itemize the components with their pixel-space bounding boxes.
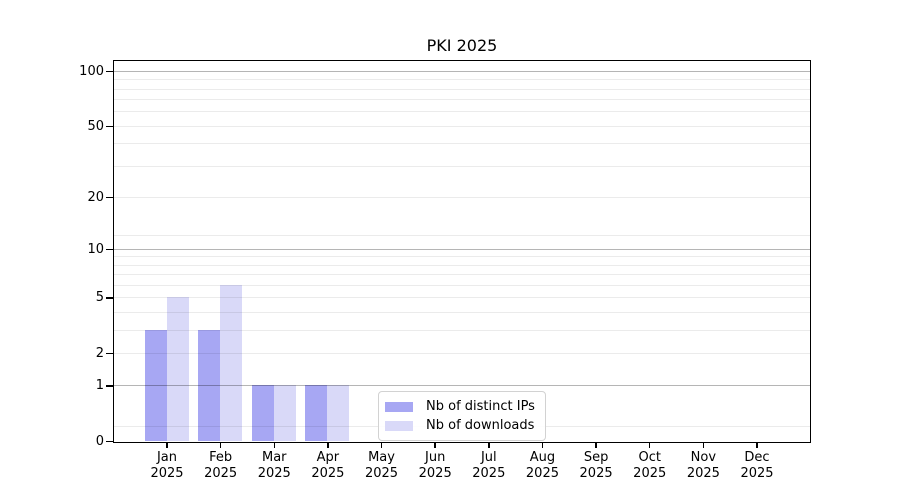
x-tick-label-dec: Dec 2025 <box>740 450 774 481</box>
y-tick-mark <box>106 248 113 251</box>
bar-distinct-ips-mar <box>251 385 274 441</box>
x-tick-label-may: May 2025 <box>364 450 399 481</box>
x-tick-mark <box>541 443 544 448</box>
x-tick-mark <box>219 443 222 448</box>
y-tick-label: 20 <box>87 189 104 205</box>
x-tick-mark <box>327 443 329 448</box>
gridline-minor <box>114 143 810 145</box>
x-tick-mark <box>434 443 436 448</box>
x-tick-label-jun: Jun 2025 <box>418 450 452 481</box>
x-tick-label-jul: Jul 2025 <box>472 450 506 481</box>
gridline-minor <box>114 352 810 354</box>
x-tick-label-nov: Nov 2025 <box>686 450 720 481</box>
bar-downloads-jan <box>166 297 189 441</box>
gridline-minor <box>114 256 810 258</box>
x-tick-label-mar: Mar 2025 <box>257 450 291 481</box>
y-tick-mark <box>106 385 113 387</box>
y-tick-mark <box>106 352 113 355</box>
x-tick-mark <box>756 443 758 448</box>
bar-distinct-ips-apr <box>305 385 328 441</box>
gridline-minor <box>114 329 810 331</box>
gridline-decade <box>114 248 810 250</box>
y-tick-mark <box>106 196 113 199</box>
x-tick-mark <box>595 443 597 448</box>
bar-distinct-ips-feb <box>198 329 221 441</box>
gridline-minor <box>114 264 810 266</box>
x-tick-label-sep: Sep 2025 <box>579 450 613 481</box>
y-tick-mark <box>106 297 113 299</box>
y-tick-label: 0 <box>95 434 104 449</box>
bar-downloads-feb <box>220 285 243 441</box>
chart-title: PKI 2025 <box>426 36 498 55</box>
x-tick-mark <box>648 443 651 448</box>
x-tick-mark <box>166 443 168 448</box>
x-tick-label-jan: Jan 2025 <box>150 450 184 481</box>
bar-downloads-mar <box>273 385 296 441</box>
gridline-minor <box>114 285 810 287</box>
gridline-minor <box>114 125 810 127</box>
y-tick-mark <box>106 70 113 73</box>
y-tick-label: 5 <box>95 290 104 306</box>
y-tick-mark <box>106 440 113 443</box>
gridline-minor <box>114 274 810 276</box>
bar-downloads-apr <box>327 385 350 441</box>
gridline-minor <box>114 235 810 237</box>
y-tick-label: 50 <box>87 118 104 134</box>
legend-entry: Nb of downloads <box>385 416 537 435</box>
y-tick-label: 100 <box>79 64 104 80</box>
legend-swatch-downloads <box>385 420 413 431</box>
legend-entry: Nb of distinct IPs <box>385 397 537 416</box>
plot-area <box>113 60 811 443</box>
x-tick-label-apr: Apr 2025 <box>311 450 345 481</box>
x-tick-mark <box>702 443 705 448</box>
legend-label: Nb of downloads <box>426 418 535 433</box>
x-tick-mark <box>273 443 276 448</box>
gridline-minor <box>114 165 810 167</box>
gridline-decade <box>114 385 810 387</box>
bar-distinct-ips-jan <box>144 329 167 441</box>
gridline-minor <box>114 99 810 101</box>
x-tick-label-aug: Aug 2025 <box>525 450 559 481</box>
legend-label: Nb of distinct IPs <box>426 399 535 414</box>
gridline-minor <box>114 196 810 198</box>
x-tick-label-oct: Oct 2025 <box>633 450 667 481</box>
gridline-decade <box>114 71 810 73</box>
y-tick-label: 10 <box>87 241 104 257</box>
gridline-minor <box>114 111 810 113</box>
x-tick-mark <box>380 443 383 448</box>
gridline-minor <box>114 79 810 81</box>
y-tick-label: 2 <box>95 345 104 361</box>
x-tick-mark <box>488 443 490 448</box>
gridline-minor <box>114 311 810 313</box>
legend: Nb of distinct IPs Nb of downloads <box>378 391 546 441</box>
gridline-minor <box>114 88 810 90</box>
gridline-minor <box>114 297 810 299</box>
y-tick-mark <box>106 125 113 128</box>
y-tick-label: 1 <box>95 378 104 394</box>
x-tick-label-feb: Feb 2025 <box>204 450 238 481</box>
legend-swatch-distinct-ips <box>385 401 413 412</box>
